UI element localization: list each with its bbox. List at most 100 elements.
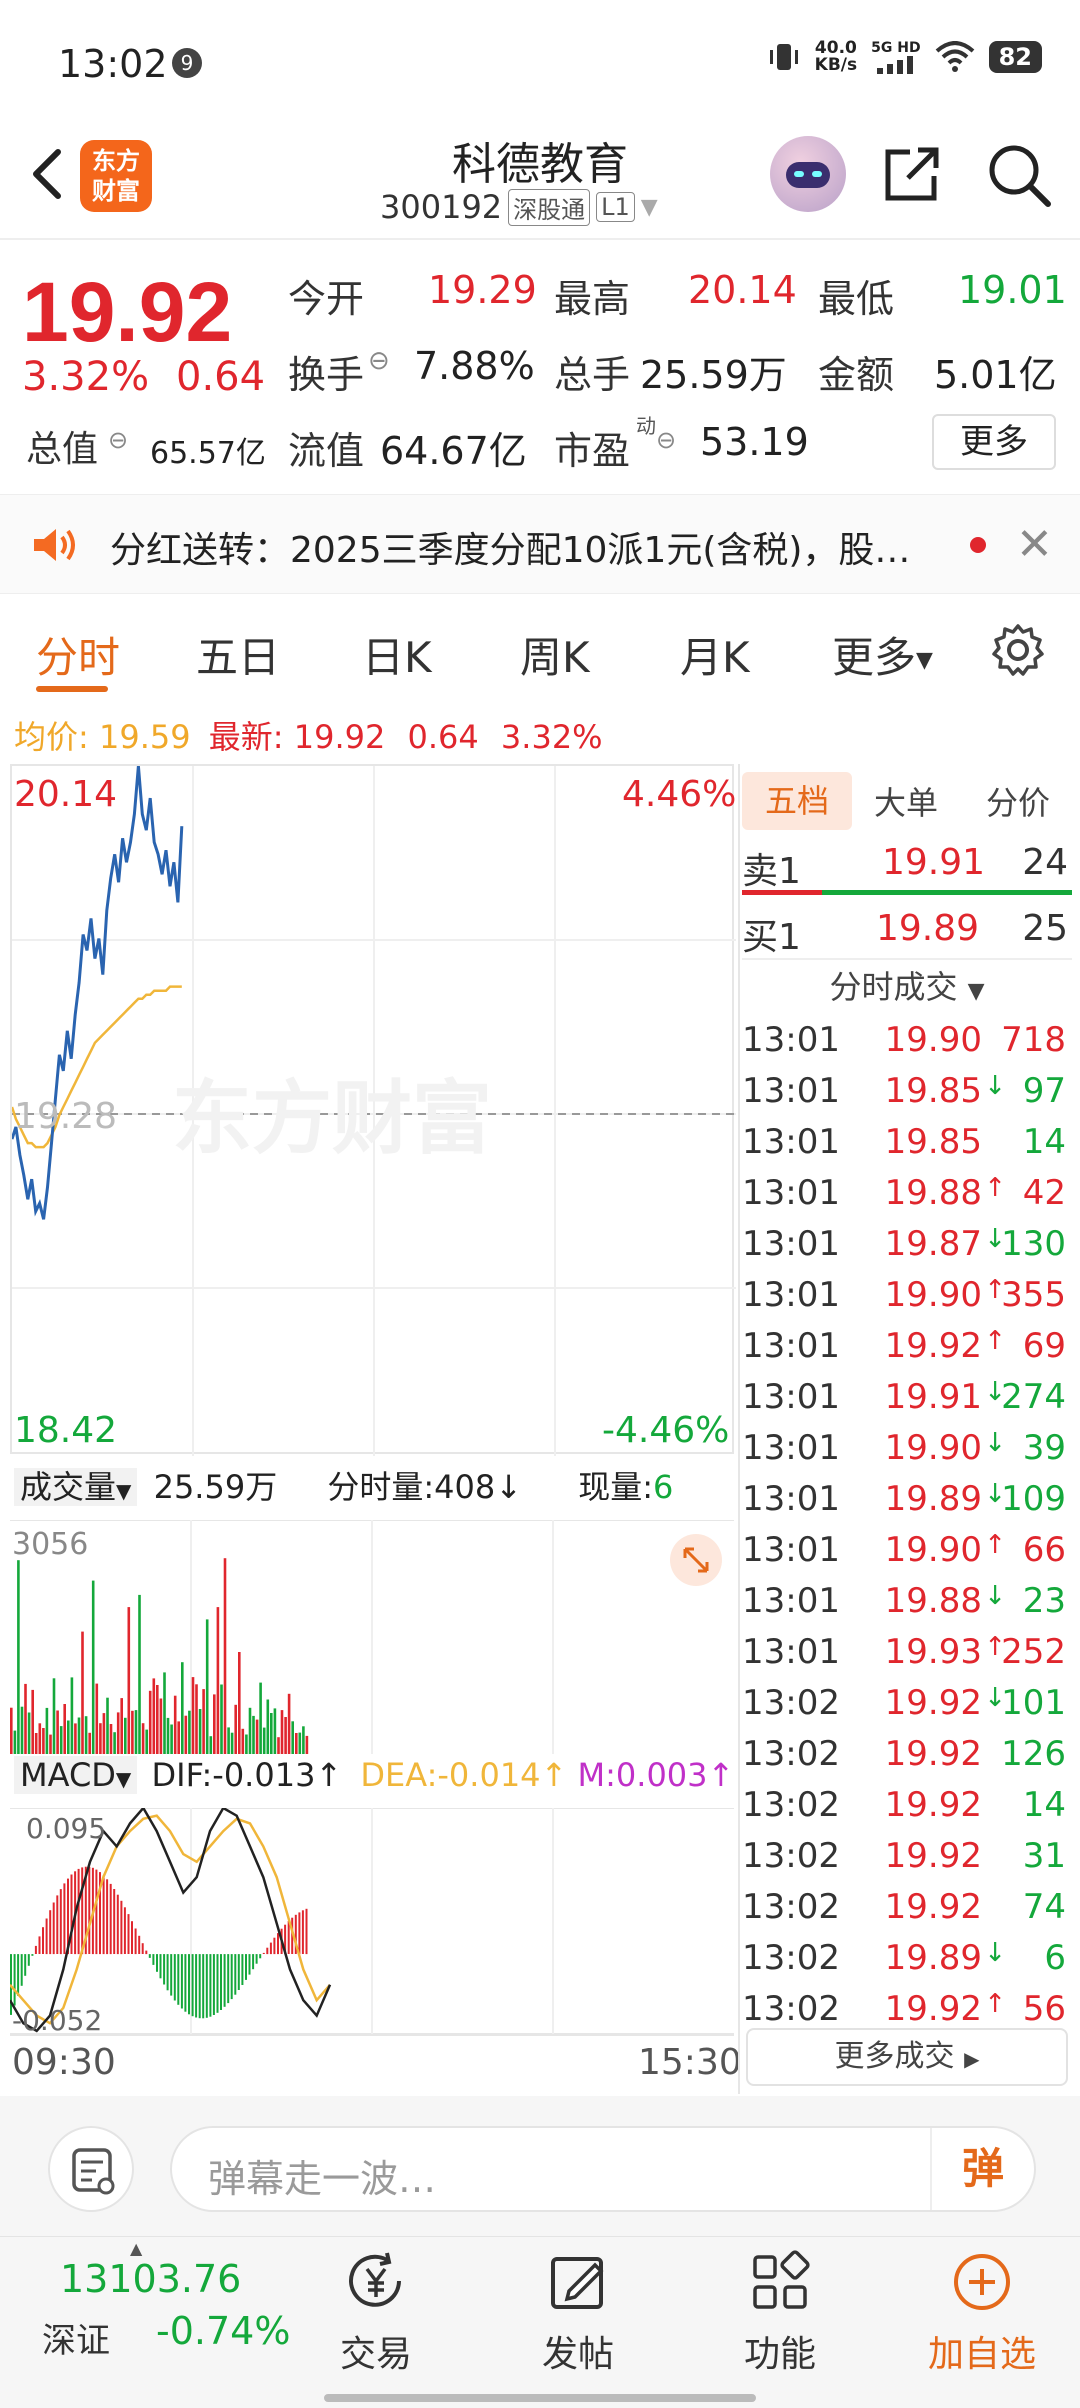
volume-selector[interactable]: 成交量▼ — [14, 1468, 138, 1506]
trade-time: 13:01 — [742, 1632, 840, 1672]
stock-code-row[interactable]: 300192 深股通 L1 ▼ — [380, 188, 658, 226]
macd-bar — [88, 1866, 91, 1954]
volume-bar — [177, 1721, 180, 1754]
tab-price-distribution[interactable]: 分价 — [986, 784, 1051, 822]
stock-name: 科德教育 — [452, 139, 628, 190]
search-icon[interactable] — [986, 142, 1052, 208]
volume-bar — [59, 1726, 63, 1754]
unread-dot — [970, 537, 986, 553]
trade-volume: 39 — [1022, 1428, 1066, 1468]
ai-assistant-icon[interactable] — [770, 136, 846, 212]
trade-row: 13:02 19.92 126 — [742, 1728, 1072, 1779]
tab-five-levels[interactable]: 五档 — [742, 772, 852, 830]
macd-selector[interactable]: MACD▼ — [14, 1756, 138, 1794]
nav-trade[interactable]: 交易 — [306, 2247, 446, 2377]
info-icon[interactable]: ⊖ — [656, 426, 677, 454]
quote-panel: 19.92 3.32% 0.64 今开 19.29 最高 20.14 最低 19… — [0, 242, 1080, 492]
home-indicator[interactable] — [324, 2394, 756, 2402]
info-icon[interactable]: ⊖ — [368, 346, 390, 376]
tab-five-day[interactable]: 五日 — [196, 633, 281, 682]
low-label: 最低 — [818, 277, 895, 321]
macd-bar — [241, 1954, 244, 1985]
trade-time: 13:02 — [742, 1734, 840, 1774]
macd-bar — [106, 1879, 109, 1955]
trade-direction: ↓ — [984, 1377, 1006, 1407]
trade-volume: 252 — [1001, 1632, 1066, 1672]
info-icon[interactable]: ⊖ — [108, 426, 129, 454]
barrage-send-button[interactable]: 弹 — [930, 2128, 1034, 2210]
vibrate-icon — [769, 44, 798, 70]
trade-row: 13:01 19.93 ↑ 252 — [742, 1626, 1072, 1677]
barrage-input[interactable]: 弹幕走一波… 弹 — [170, 2126, 1036, 2212]
tab-intraday[interactable]: 分时 — [36, 633, 121, 682]
tab-big-orders[interactable]: 大单 — [874, 784, 939, 822]
volume-bar — [81, 1631, 84, 1754]
chart-tabs: 分时 五日 日K 周K 月K 更多▼ — [0, 606, 1080, 702]
gear-icon[interactable] — [990, 622, 1046, 678]
trade-row: 13:01 19.88 ↓ 23 — [742, 1575, 1072, 1626]
nav-add-watchlist[interactable]: 加自选 — [912, 2247, 1052, 2377]
macd-chart: 0.095 -0.052 — [10, 1808, 734, 2034]
trades-header[interactable]: 分时成交 ▼ — [742, 962, 1072, 1008]
volume-bar — [106, 1697, 109, 1754]
share-icon[interactable] — [880, 142, 944, 206]
back-icon[interactable] — [22, 144, 72, 204]
trade-volume: 97 — [1022, 1071, 1066, 1111]
macd-bar — [184, 1954, 187, 2012]
macd-bar — [220, 1954, 222, 2010]
grid-icon — [753, 2250, 810, 2309]
trade-time: 13:02 — [742, 1989, 840, 2029]
macd-bar — [116, 1894, 119, 1955]
macd-bar — [266, 1947, 269, 1955]
nav-functions-label: 功能 — [743, 2334, 816, 2375]
trade-price: 19.85 — [884, 1071, 982, 1111]
nav-functions[interactable]: 功能 — [710, 2247, 850, 2377]
pe-superscript: 动 — [636, 414, 656, 438]
index-value[interactable]: 13103.76 — [60, 2257, 242, 2301]
more-trades-button[interactable]: 更多成交 ▶ — [746, 2028, 1068, 2086]
volume-bar — [262, 1727, 266, 1754]
trades-header-label: 分时成交 — [829, 968, 958, 1006]
market-cap-label: 总值 — [26, 429, 99, 470]
more-button[interactable]: 更多 — [932, 414, 1056, 470]
trade-row: 13:02 19.92 74 — [742, 1881, 1072, 1932]
trade-price: 19.89 — [884, 1479, 982, 1519]
trade-row: 13:01 19.90 718 — [742, 1014, 1072, 1065]
trade-direction: ↓ — [984, 1479, 1006, 1509]
volume-bar — [152, 1678, 156, 1754]
macd-bar — [252, 1954, 255, 1970]
close-icon[interactable]: ✕ — [1016, 519, 1053, 570]
volume-bar — [291, 1721, 294, 1754]
tab-weekly-k[interactable]: 周K — [520, 633, 590, 682]
macd-bar — [81, 1867, 84, 1955]
volume-bar — [13, 1730, 17, 1754]
barrage-settings-icon[interactable] — [48, 2126, 134, 2212]
macd-bar — [305, 1908, 308, 1955]
watermark: 东方财富 — [172, 1072, 492, 1165]
stock-header: 东方 财富 科德教育 300192 深股通 L1 ▼ — [0, 120, 1080, 240]
macd-info-row: MACD▼ DIF:-0.013↑ DEA:-0.014↑ M:0.003↑ — [14, 1756, 734, 1794]
volume-bar — [213, 1694, 216, 1754]
volume-bar — [52, 1678, 56, 1754]
volume-bar — [134, 1710, 138, 1754]
cell-signal: 5G HD — [871, 40, 921, 74]
trade-volume: 109 — [1001, 1479, 1066, 1519]
volume-label: 总手 — [554, 353, 631, 397]
intraday-chart[interactable]: 东方财富 20.14 4.46% 19.28 18.42 -4.46% — [10, 764, 736, 1456]
trade-volume: 355 — [1001, 1275, 1066, 1315]
tab-more[interactable]: 更多▼ — [832, 624, 933, 685]
trade-row: 13:01 19.91 ↓ 274 — [742, 1371, 1072, 1422]
trade-direction: ↓ — [984, 1683, 1006, 1713]
tab-daily-k[interactable]: 日K — [362, 633, 432, 682]
expand-icon[interactable] — [670, 1534, 722, 1586]
trade-volume: 31 — [1022, 1836, 1066, 1876]
trade-volume: 101 — [1001, 1683, 1066, 1723]
trade-row: 13:01 19.89 ↓ 109 — [742, 1473, 1072, 1524]
dividend-notice[interactable]: 分红送转：2025三季度分配10派1元(含税)，股… ✕ — [0, 494, 1080, 594]
nav-post[interactable]: 发帖 — [508, 2247, 648, 2377]
trade-time: 13:01 — [742, 1530, 840, 1570]
macd-bar — [188, 1954, 190, 2015]
trade-time: 13:01 — [742, 1479, 840, 1519]
volume-value: 25.59万 — [640, 353, 787, 397]
tab-monthly-k[interactable]: 月K — [680, 633, 750, 682]
